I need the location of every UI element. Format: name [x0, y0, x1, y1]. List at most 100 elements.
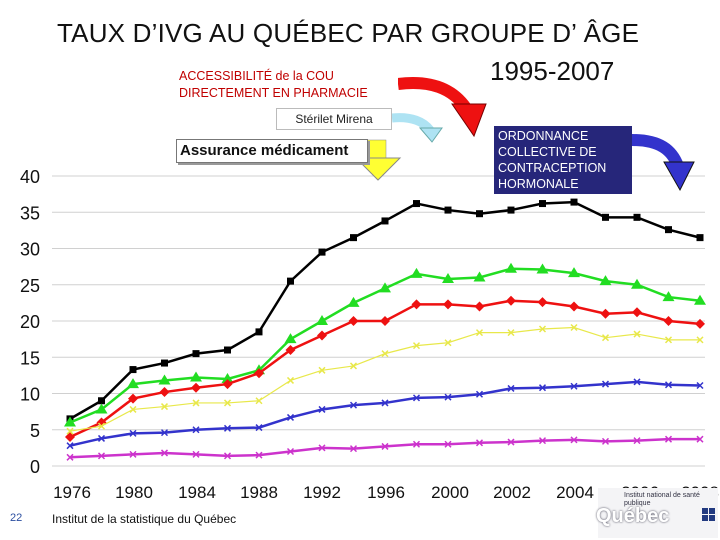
data-point [381, 442, 389, 450]
data-point [538, 437, 547, 445]
data-point [349, 445, 358, 453]
data-point [64, 416, 76, 427]
data-point [663, 316, 674, 326]
data-point [160, 449, 169, 457]
data-point [255, 424, 263, 432]
data-point [286, 376, 295, 384]
annotation-assurance: Assurance médicament [176, 139, 368, 163]
x-tick-label: 1980 [115, 483, 153, 502]
data-point [475, 439, 484, 447]
data-point [506, 295, 516, 306]
data-point [192, 450, 200, 458]
data-point [662, 291, 675, 302]
data-point [474, 301, 485, 312]
data-point [413, 200, 420, 208]
data-point [633, 213, 641, 221]
data-point [601, 380, 610, 388]
x-tick-label: 2002 [493, 483, 531, 502]
data-point [255, 397, 263, 405]
data-point [696, 381, 704, 390]
y-tick-label: 5 [30, 421, 40, 441]
data-point [444, 339, 452, 347]
data-point [347, 296, 360, 307]
data-point [223, 424, 232, 432]
data-point [381, 399, 389, 407]
data-point [66, 427, 74, 435]
series-2 [65, 295, 705, 442]
data-point [380, 316, 390, 326]
annotation-ordonnance: ORDONNANCE COLLECTIVE DE CONTRACEPTION H… [494, 126, 632, 194]
yellow-arrow [354, 139, 402, 181]
data-point [95, 403, 108, 414]
data-point [473, 271, 486, 282]
data-point [129, 429, 137, 437]
data-point [284, 333, 297, 344]
data-point [160, 429, 169, 437]
data-point [507, 438, 515, 446]
y-axis-ticks: 0 5 10 15 20 25 30 35 40 [20, 167, 40, 477]
data-point [475, 329, 484, 337]
data-point [318, 444, 326, 452]
data-point [159, 387, 170, 398]
data-point [602, 213, 609, 221]
data-point [255, 328, 263, 336]
quebec-logo [598, 488, 718, 538]
data-point [286, 413, 295, 421]
data-point [255, 451, 263, 459]
data-point [381, 217, 389, 225]
data-point [97, 422, 106, 430]
data-point [570, 323, 578, 332]
data-point [570, 382, 578, 390]
data-point [223, 452, 232, 460]
data-point [65, 432, 75, 442]
data-point [664, 381, 673, 389]
data-point [127, 378, 139, 389]
data-point [569, 301, 579, 312]
data-point [444, 393, 452, 401]
data-point [285, 345, 296, 355]
blue-arrow [631, 134, 695, 192]
annotation-sterilet: Stérilet Mirena [276, 108, 392, 130]
slide-title: TAUX D’IVG AU QUÉBEC PAR GROUPE D’ ÂGE [57, 18, 640, 48]
data-point [633, 437, 641, 445]
data-point [538, 384, 547, 392]
data-point [568, 267, 580, 278]
series-4 [66, 378, 704, 450]
data-point [476, 210, 483, 218]
data-point [633, 330, 641, 338]
data-point [191, 382, 201, 393]
light-blue-arrow [391, 113, 443, 143]
x-tick-label: 1992 [303, 483, 341, 502]
data-point [600, 308, 611, 319]
logo-quebec-text: Québec [596, 505, 670, 527]
data-point [694, 294, 706, 305]
data-point [537, 297, 548, 308]
data-point [160, 403, 169, 411]
annotation-accessibilite: ACCESSIBILITÉ de la COU DIRECTEMENT EN P… [176, 68, 398, 106]
data-point [412, 394, 421, 402]
data-point [601, 334, 610, 342]
data-point [192, 399, 200, 407]
data-point [190, 371, 202, 382]
data-point [66, 453, 74, 461]
data-point [192, 426, 200, 434]
data-point [349, 401, 358, 409]
y-tick-label: 40 [20, 167, 40, 187]
data-point [475, 390, 484, 398]
data-point [350, 234, 357, 242]
data-point [410, 267, 423, 278]
data-point [97, 452, 106, 460]
data-point [664, 435, 673, 443]
data-point [696, 234, 704, 242]
y-tick-label: 30 [20, 240, 40, 260]
series-1 [64, 262, 706, 427]
data-point [695, 318, 705, 329]
data-point [505, 262, 517, 273]
series-5 [66, 435, 704, 461]
data-point [507, 384, 515, 392]
data-point [318, 248, 326, 256]
x-tick-label: 2004 [556, 483, 594, 502]
data-point [507, 206, 515, 214]
x-tick-label: 1984 [178, 483, 216, 502]
